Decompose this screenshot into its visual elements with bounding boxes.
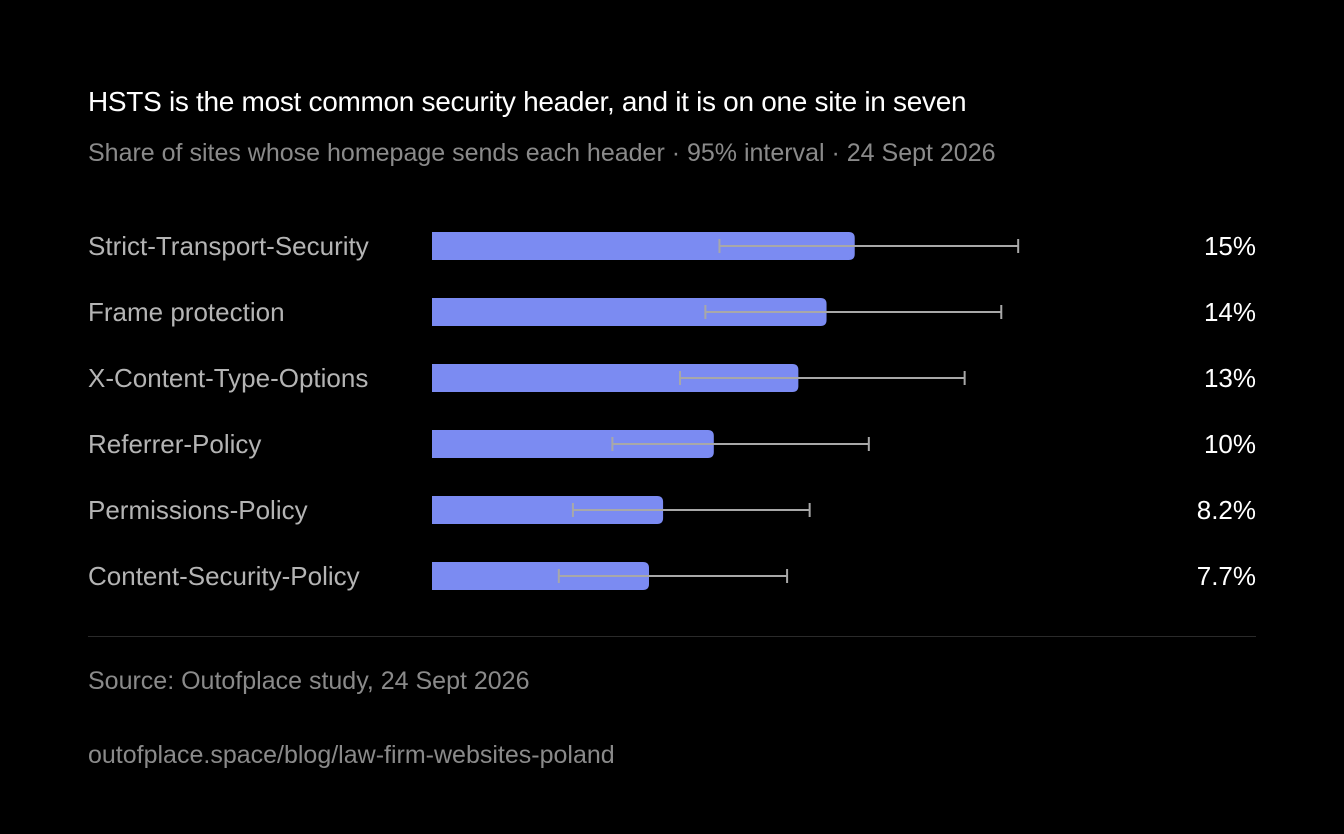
bar xyxy=(432,496,664,524)
category-label: Referrer-Policy xyxy=(88,429,261,459)
bar-row: X-Content-Type-Options 13% xyxy=(88,363,1256,393)
bar-row: Frame protection 14% xyxy=(88,297,1256,327)
category-label: Strict-Transport-Security xyxy=(88,231,369,261)
category-label: Frame protection xyxy=(88,297,285,327)
source-note: Source: Outofplace study, 24 Sept 2026 xyxy=(88,667,530,695)
divider xyxy=(88,636,1256,637)
category-label: X-Content-Type-Options xyxy=(88,363,368,393)
bar-row: Referrer-Policy 10% xyxy=(88,429,1256,459)
value-label: 14% xyxy=(1204,297,1256,327)
value-label: 15% xyxy=(1204,231,1256,261)
bar xyxy=(432,364,799,392)
bar xyxy=(432,298,827,326)
chart-subtitle: Share of sites whose homepage sends each… xyxy=(88,139,996,167)
category-label: Permissions-Policy xyxy=(88,495,308,525)
chart-title: HSTS is the most common security header,… xyxy=(88,86,967,117)
bar xyxy=(432,562,649,590)
bar-row: Strict-Transport-Security 15% xyxy=(88,231,1256,261)
bar xyxy=(432,430,714,458)
source-url: outofplace.space/blog/law-firm-websites-… xyxy=(88,741,615,769)
value-label: 7.7% xyxy=(1197,561,1256,591)
bar-row: Permissions-Policy 8.2% xyxy=(88,495,1256,525)
category-label: Content-Security-Policy xyxy=(88,561,360,591)
value-label: 8.2% xyxy=(1197,495,1256,525)
value-label: 13% xyxy=(1204,363,1256,393)
bar-row: Content-Security-Policy 7.7% xyxy=(88,561,1256,591)
bar xyxy=(432,232,855,260)
value-label: 10% xyxy=(1204,429,1256,459)
